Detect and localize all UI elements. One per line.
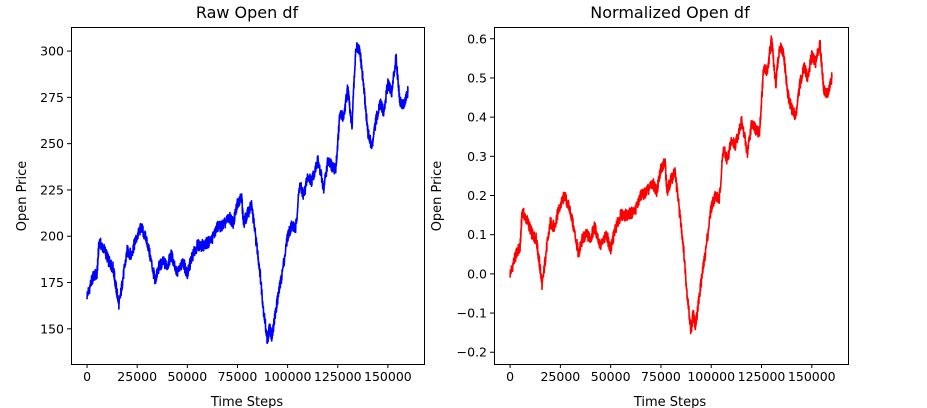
chart-title: Normalized Open df	[590, 3, 750, 22]
x-tick-label: 125000	[314, 369, 362, 384]
axes-frame	[494, 27, 849, 365]
chart-title: Raw Open df	[196, 3, 299, 22]
y-axis-label: Open Price	[15, 161, 30, 232]
x-tick-label: 25000	[540, 369, 580, 384]
x-tick-label: 50000	[167, 369, 207, 384]
x-axis-label: Time Steps	[633, 395, 707, 408]
raw-open-chart: Raw Open df Time Steps Open Price 0 25000…	[15, 3, 425, 408]
y-tick-label: 0.6	[467, 31, 487, 46]
x-tick-label: 100000	[687, 369, 735, 384]
x-tick-label: 0	[83, 369, 91, 384]
y-tick-label: 0.0	[467, 266, 487, 281]
x-tick-label: 75000	[641, 369, 681, 384]
x-tick-label: 25000	[117, 369, 157, 384]
y-tick-label: 275	[40, 90, 64, 105]
y-tick-label: 225	[40, 182, 64, 197]
y-tick-label: 0.3	[467, 149, 487, 164]
y-tick-label: 175	[40, 275, 64, 290]
series-line	[86, 41, 409, 345]
y-tick-label: 250	[40, 136, 64, 151]
y-tick-label: 150	[40, 321, 64, 336]
axes-frame	[71, 27, 425, 365]
x-axis-label: Time Steps	[210, 395, 284, 408]
x-tick-label: 100000	[264, 369, 312, 384]
y-tick-label: 200	[40, 229, 64, 244]
y-tick-label: −0.1	[457, 306, 487, 321]
x-tick-label: 150000	[788, 369, 836, 384]
normalized-open-chart: Normalized Open df Time Steps Open Price…	[430, 3, 849, 408]
y-tick-label: 0.4	[467, 110, 487, 125]
x-tick-label: 75000	[218, 369, 258, 384]
y-tick-label: −0.2	[457, 345, 487, 360]
y-axis-label: Open Price	[430, 161, 445, 232]
series-line	[509, 35, 833, 335]
y-tick-label: 300	[40, 44, 64, 59]
x-tick-label: 150000	[364, 369, 412, 384]
y-tick-label: 0.2	[467, 188, 487, 203]
x-tick-label: 125000	[738, 369, 786, 384]
y-tick-label: 0.5	[467, 70, 487, 85]
x-tick-label: 0	[506, 369, 514, 384]
y-tick-label: 0.1	[467, 227, 487, 242]
x-tick-label: 50000	[591, 369, 631, 384]
